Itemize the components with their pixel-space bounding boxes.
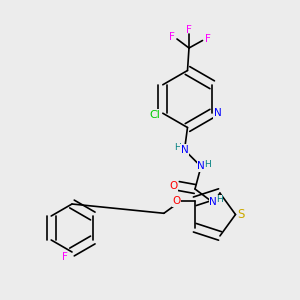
Text: H: H bbox=[216, 195, 223, 204]
Text: S: S bbox=[237, 208, 244, 221]
Text: Cl: Cl bbox=[149, 110, 160, 120]
Text: H: H bbox=[175, 143, 181, 152]
Text: H: H bbox=[204, 160, 211, 169]
Text: N: N bbox=[197, 161, 205, 172]
Text: O: O bbox=[169, 181, 177, 191]
Text: F: F bbox=[61, 251, 68, 262]
Text: F: F bbox=[186, 25, 192, 35]
Text: F: F bbox=[205, 34, 211, 44]
Text: N: N bbox=[181, 145, 188, 155]
Text: N: N bbox=[214, 108, 221, 118]
Text: O: O bbox=[172, 196, 180, 206]
Text: N: N bbox=[209, 197, 217, 208]
Text: F: F bbox=[169, 32, 175, 43]
